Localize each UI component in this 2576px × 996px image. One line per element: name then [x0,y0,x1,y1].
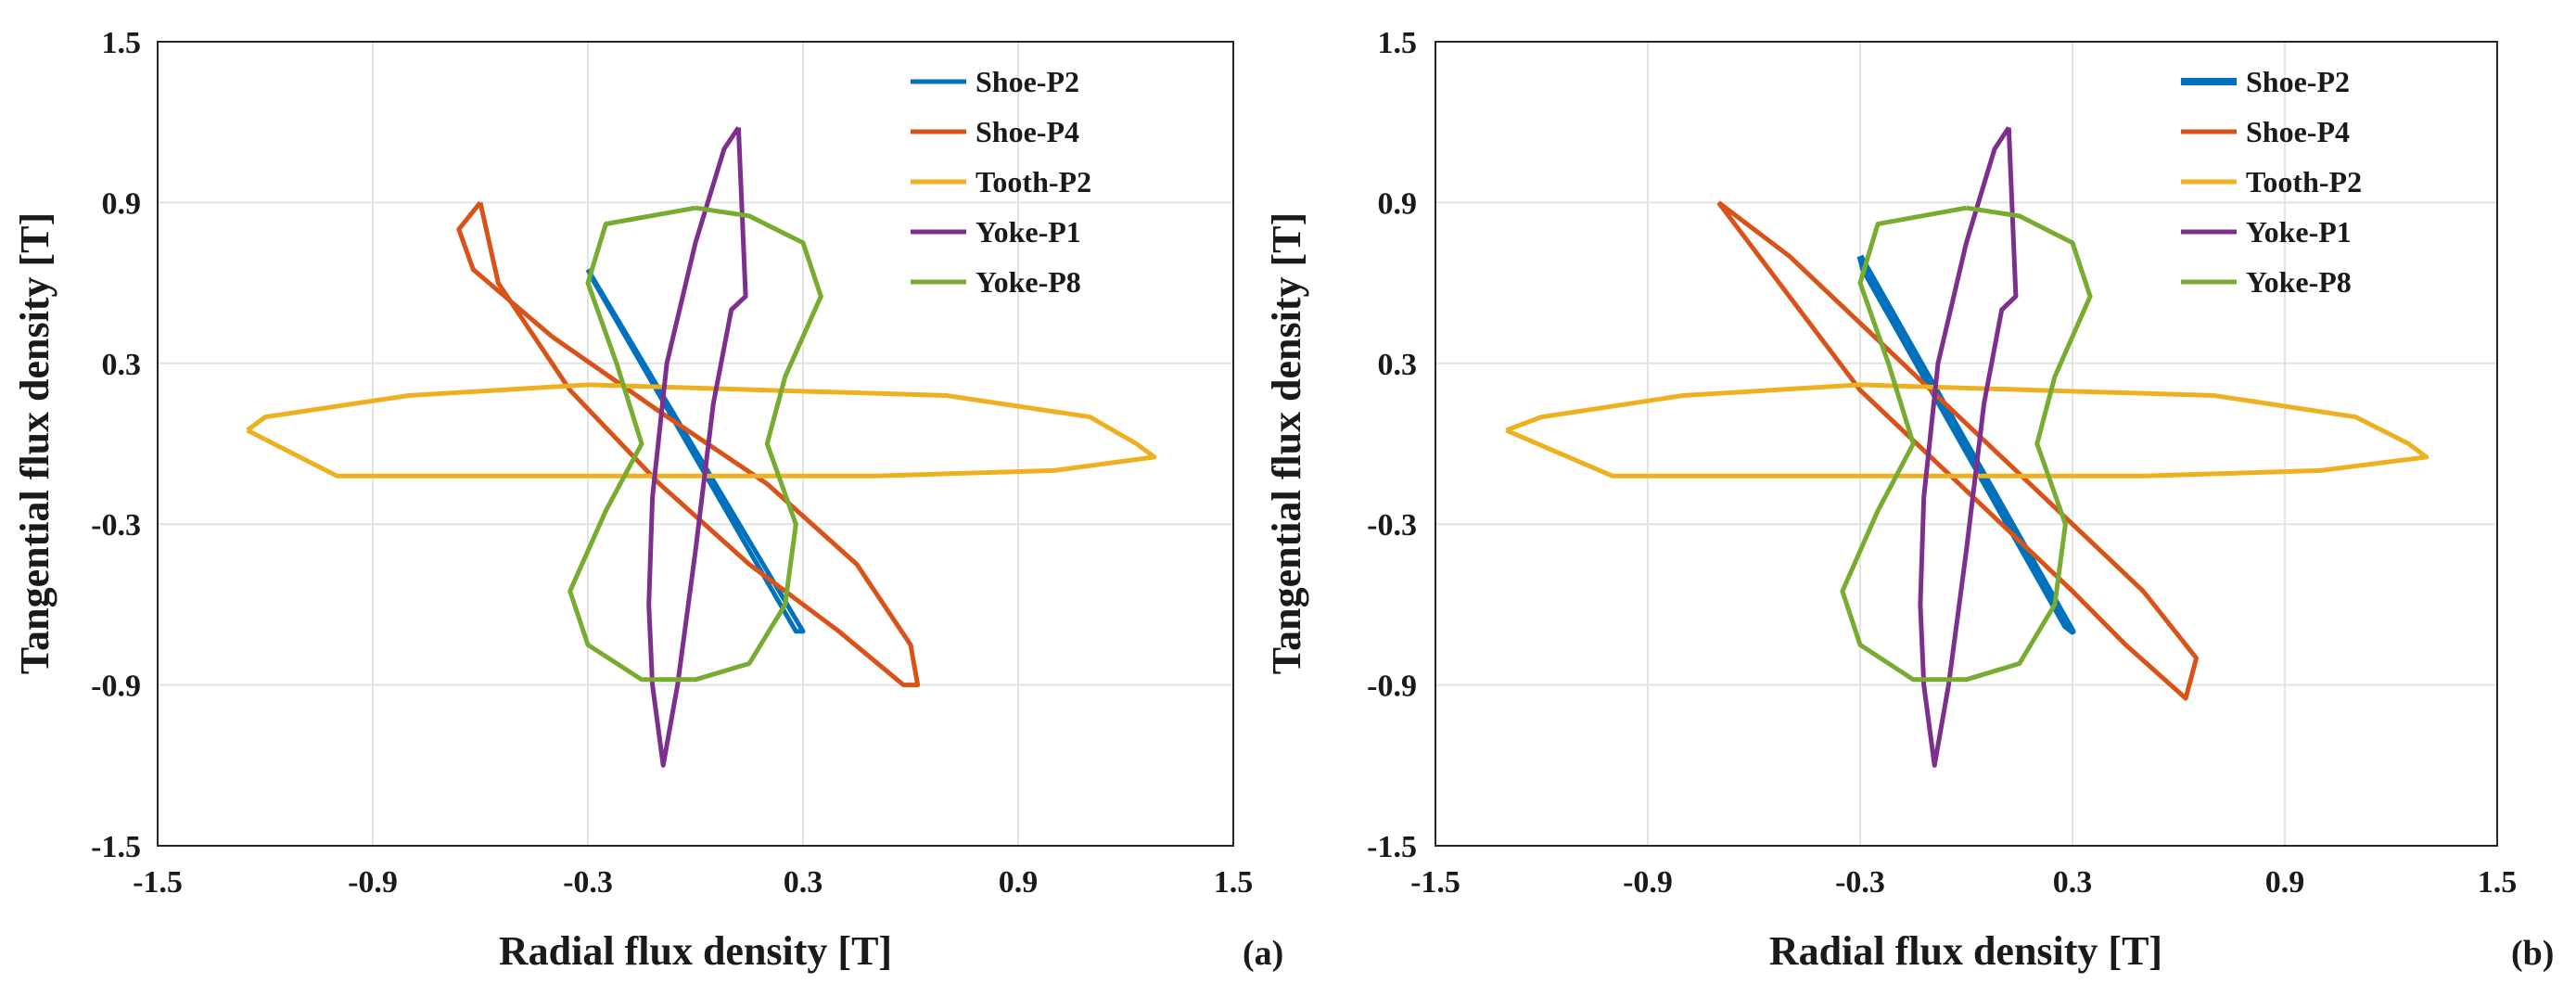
x-tick-label-b-2: -0.3 [1835,865,1885,900]
x-tick-label-b-3: 0.3 [2053,865,2093,900]
legend-label-b-yoke-p8: Yoke-P8 [2246,265,2352,299]
x-tick-label-a-2: -0.3 [563,865,613,900]
axes-frame-b [1435,41,2498,847]
x-tick-label-a-0: -1.5 [133,865,183,900]
plot-area-a [158,42,1233,846]
y-tick-label-b-0: 1.5 [1378,26,1418,60]
x-tick-label-a-3: 0.3 [784,865,823,900]
legend-label-b-shoe-p2: Shoe-P2 [2246,65,2350,98]
y-tick-label-a-3: -0.3 [91,508,141,543]
axes-frame-a [157,41,1234,847]
y-tick-label-b-1: 0.9 [1378,186,1418,221]
y-axis-label-b: Tangential flux density [T] [1264,212,1309,674]
y-tick-label-b-4: -0.9 [1367,670,1417,704]
legend-label-a-tooth-p2: Tooth-P2 [976,165,1091,198]
legend-label-b-yoke-p1: Yoke-P1 [2246,215,2352,249]
legend-label-a-yoke-p1: Yoke-P1 [976,215,1081,249]
series-line-a-tooth-p2 [246,382,1157,479]
series-line-b-tooth-p2 [1505,382,2429,479]
series-line-b-shoe-p4 [1716,200,2200,701]
x-tick-label-b-0: -1.5 [1410,865,1460,900]
legend-b: Shoe-P2 Shoe-P4 Tooth-P2 Yoke-P1 Yoke-P8 [2181,65,2362,299]
panel-label-b: (b) [2511,934,2554,973]
series-line-a-yoke-p1 [646,126,748,768]
x-tick-label-b-5: 1.5 [2478,865,2518,900]
y-tick-label-a-2: 0.3 [102,348,142,382]
series-line-a-shoe-p4 [456,200,921,688]
y-tick-label-a-1: 0.9 [102,186,142,221]
panel-label-a: (a) [1243,934,1283,973]
y-tick-label-a-4: -0.9 [91,670,141,704]
x-tick-label-a-5: 1.5 [1214,865,1254,900]
x-tick-label-a-4: 0.9 [999,865,1039,900]
legend-label-a-shoe-p4: Shoe-P4 [976,115,1079,148]
x-axis-label-a: Radial flux density [T] [499,928,892,974]
y-tick-label-b-5: -1.5 [1367,830,1417,864]
series-line-a-yoke-p8 [567,205,823,683]
legend-a: Shoe-P2 Shoe-P4 Tooth-P2 Yoke-P1 Yoke-P8 [911,65,1091,299]
series-line-b-shoe-p2 [1856,254,2076,635]
y-tick-label-b-2: 0.3 [1378,348,1418,382]
chart-panel-b: -1.5 -0.9 -0.3 0.3 0.9 1.5 1.5 0.9 0.3 -0.3 -0.9 -1… [1264,26,2554,974]
y-tick-label-a-0: 1.5 [102,26,142,60]
legend-label-b-tooth-p2: Tooth-P2 [2246,165,2362,198]
series-line-b-yoke-p1 [1918,126,2019,768]
y-tick-label-b-3: -0.3 [1367,508,1417,543]
chart-panel-a: -1.5 -0.9 -0.3 0.3 0.9 1.5 1.5 0.9 0.3 -0.3 -0.9 -1… [12,26,1283,974]
x-tick-label-b-4: 0.9 [2265,865,2305,900]
x-tick-label-b-1: -0.9 [1623,865,1673,900]
legend-label-a-shoe-p2: Shoe-P2 [976,65,1079,98]
y-axis-label-a: Tangential flux density [T] [12,212,57,674]
series-line-b-yoke-p8 [1840,205,2093,683]
x-axis-label-b: Radial flux density [T] [1769,928,2162,974]
legend-label-a-yoke-p8: Yoke-P8 [976,265,1081,299]
x-tick-label-a-1: -0.9 [348,865,398,900]
legend-label-b-shoe-p4: Shoe-P4 [2246,115,2350,148]
y-tick-label-a-5: -1.5 [91,830,141,864]
